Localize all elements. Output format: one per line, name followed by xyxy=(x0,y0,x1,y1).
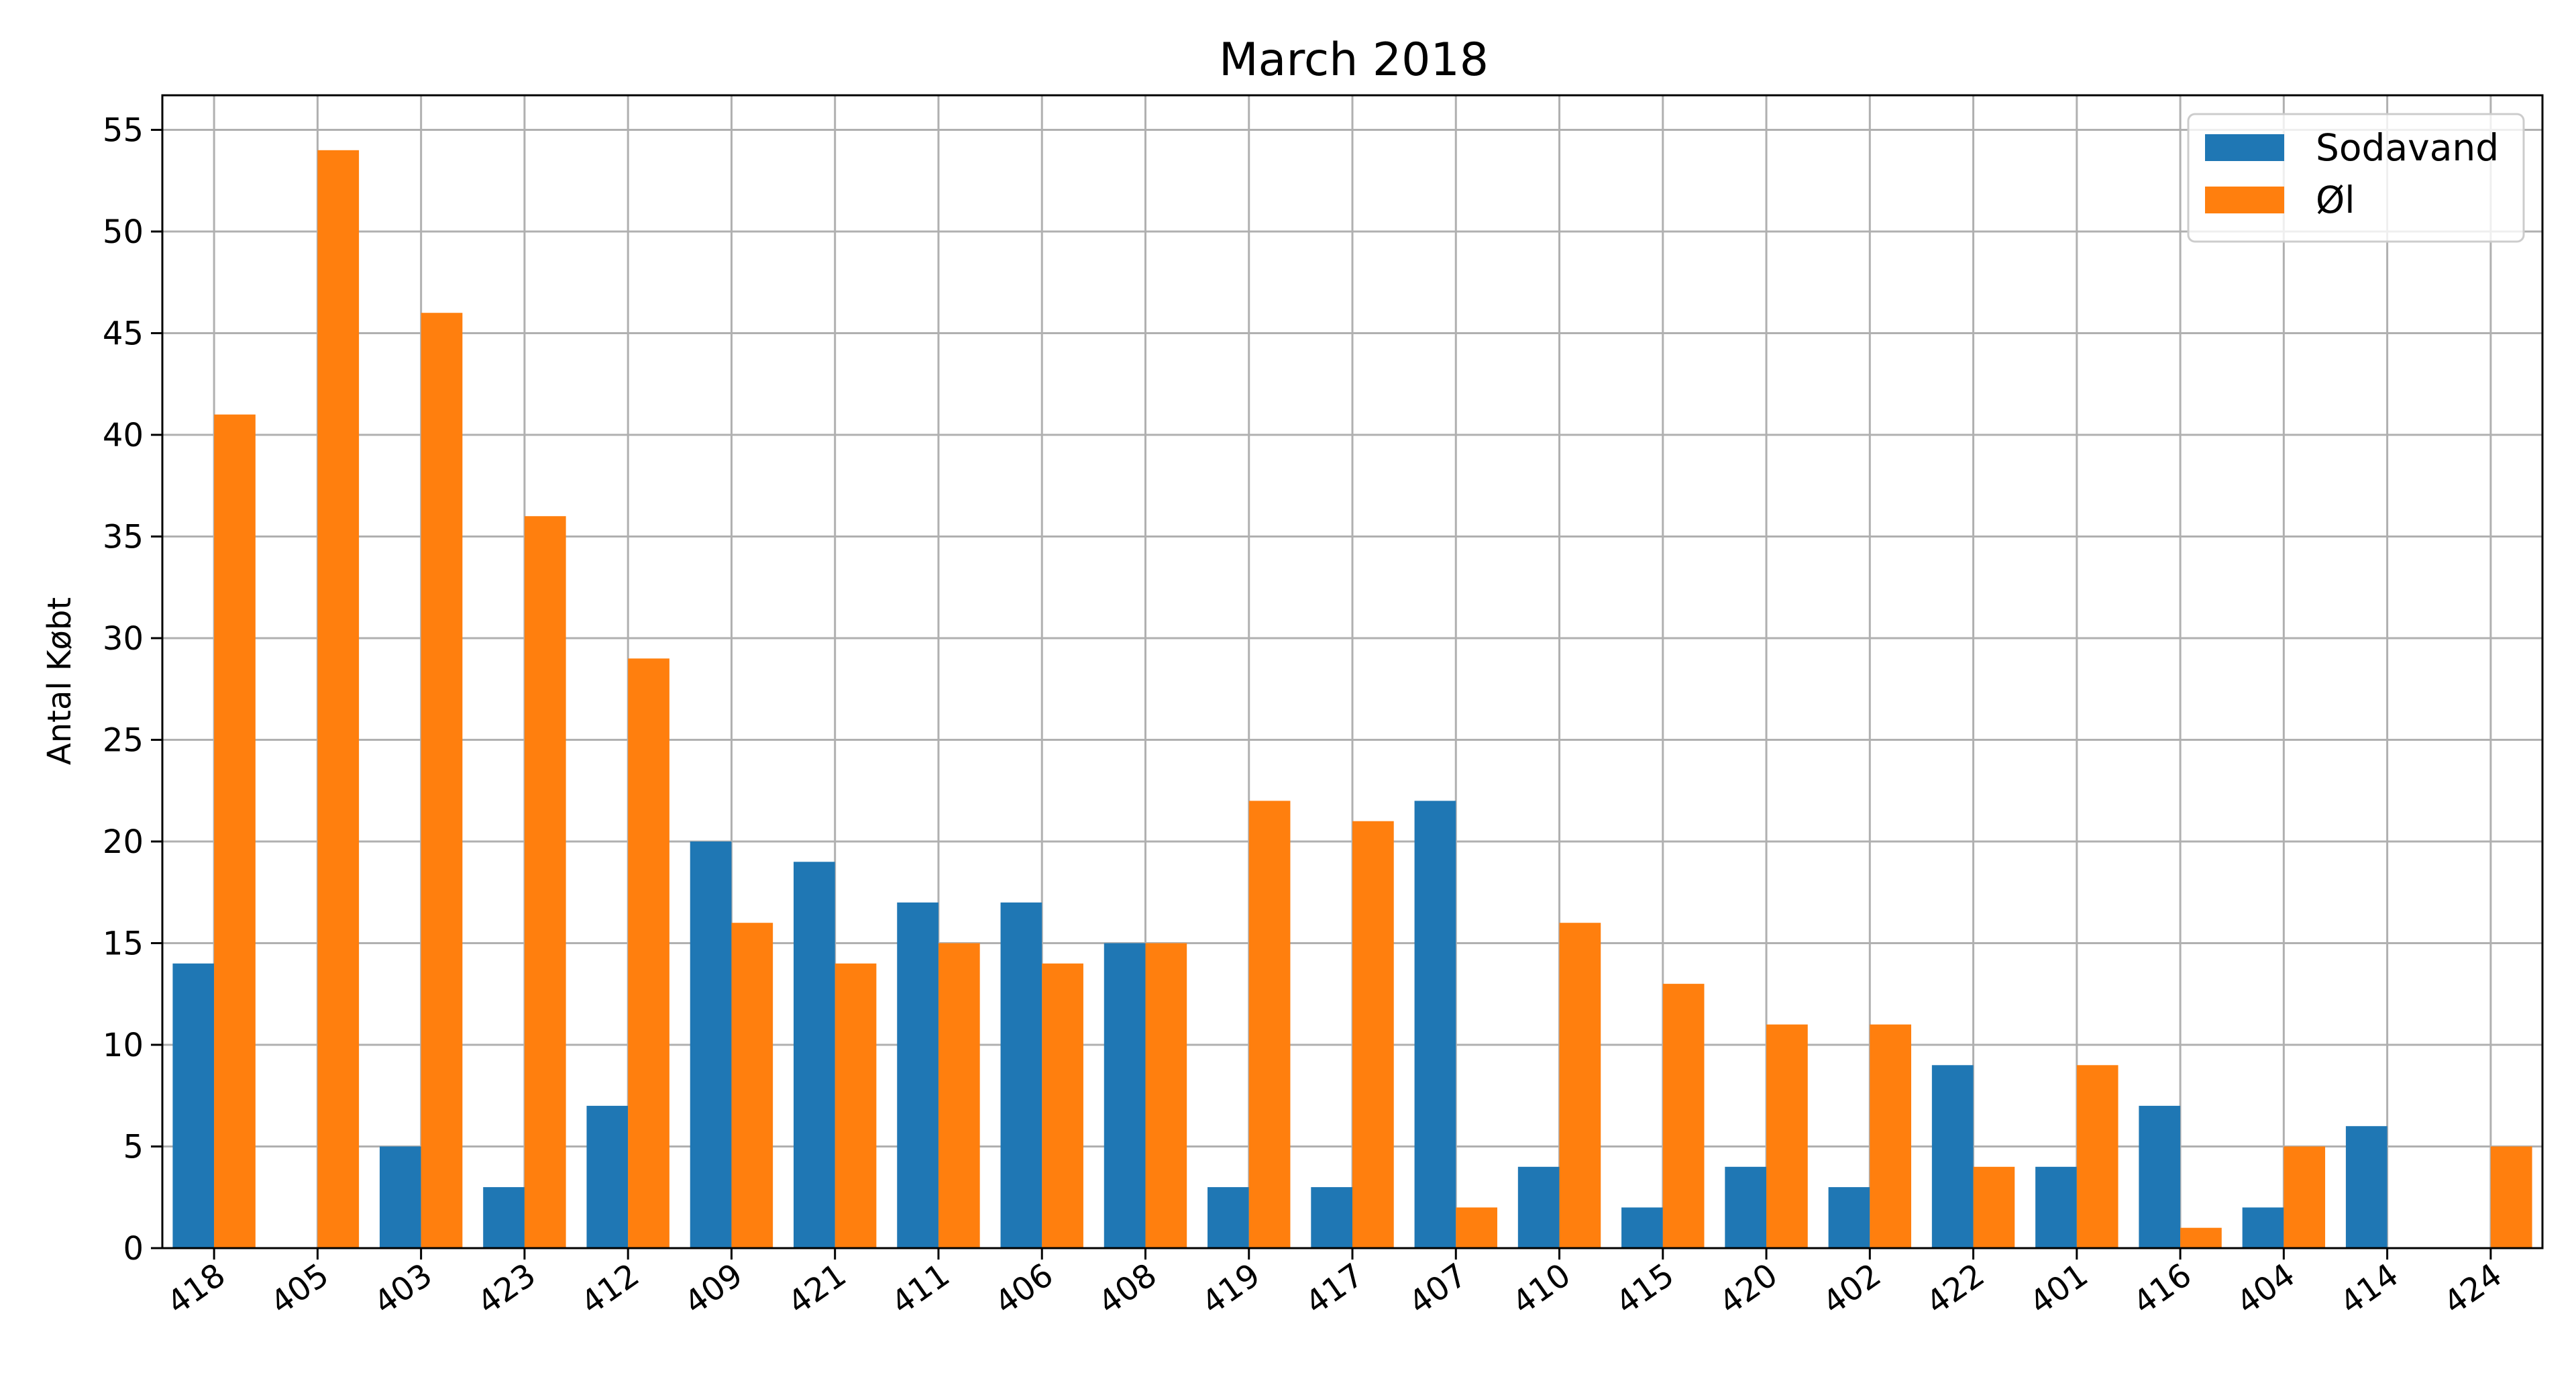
bar-Sodavand-420 xyxy=(1725,1166,1767,1248)
bar-Sodavand-409 xyxy=(690,841,732,1248)
bar-Sodavand-402 xyxy=(1828,1187,1870,1248)
bar-Sodavand-414 xyxy=(2345,1126,2387,1248)
bar-Sodavand-421 xyxy=(793,862,835,1248)
legend-label-Øl: Øl xyxy=(2316,178,2355,221)
bar-Øl-421 xyxy=(835,963,877,1248)
y-tick-label: 30 xyxy=(103,620,144,658)
bar-Sodavand-403 xyxy=(379,1146,421,1248)
y-tick-label: 55 xyxy=(103,112,144,150)
bar-Øl-407 xyxy=(1456,1207,1497,1248)
bars xyxy=(172,150,2532,1249)
bar-Sodavand-408 xyxy=(1104,943,1146,1248)
bar-Sodavand-419 xyxy=(1208,1187,1249,1248)
bar-Øl-408 xyxy=(1145,943,1187,1248)
y-tick-label: 20 xyxy=(103,823,144,861)
bar-Øl-411 xyxy=(938,943,980,1248)
bar-Øl-415 xyxy=(1662,984,1705,1248)
legend-swatch-Øl xyxy=(2205,187,2284,213)
bar-Øl-403 xyxy=(421,313,463,1248)
bar-Sodavand-407 xyxy=(1414,801,1456,1248)
bar-Øl-410 xyxy=(1559,923,1601,1248)
legend: Sodavand Øl xyxy=(2187,113,2525,243)
y-tick-label: 0 xyxy=(123,1230,144,1268)
y-tick-label: 10 xyxy=(103,1027,144,1064)
bar-Sodavand-406 xyxy=(1000,902,1042,1248)
bar-Øl-406 xyxy=(1042,963,1083,1248)
bar-Sodavand-401 xyxy=(2035,1166,2077,1248)
chart-title: March 2018 xyxy=(1219,34,1489,87)
bar-Øl-401 xyxy=(2076,1065,2118,1248)
bar-Øl-423 xyxy=(524,516,566,1249)
bar-Sodavand-411 xyxy=(897,902,938,1248)
bar-Øl-404 xyxy=(2284,1146,2326,1248)
bar-Øl-409 xyxy=(731,923,773,1248)
y-tick-label: 40 xyxy=(103,417,144,454)
y-axis-ticks: 0 5 10 15 20 25 30 35 40 45 50 55 xyxy=(103,112,162,1268)
bar-Sodavand-422 xyxy=(1931,1065,1974,1248)
bar-Øl-405 xyxy=(317,150,360,1248)
y-tick-label: 25 xyxy=(103,722,144,760)
bar-Sodavand-410 xyxy=(1517,1166,1560,1248)
bar-Sodavand-423 xyxy=(483,1187,525,1248)
bar-Sodavand-415 xyxy=(1621,1207,1663,1248)
y-tick-label: 15 xyxy=(103,925,144,963)
y-tick-label: 35 xyxy=(103,519,144,556)
bar-Øl-422 xyxy=(1973,1166,2015,1248)
bar-Øl-424 xyxy=(2490,1146,2532,1248)
bar-Sodavand-416 xyxy=(2139,1105,2181,1248)
y-tick-label: 5 xyxy=(123,1129,144,1166)
bar-Øl-402 xyxy=(1870,1024,1912,1248)
y-tick-label: 45 xyxy=(103,315,144,353)
bar-Øl-420 xyxy=(1766,1024,1808,1248)
bar-Øl-416 xyxy=(2180,1227,2222,1248)
bar-Øl-412 xyxy=(628,658,669,1248)
legend-swatch-Sodavand xyxy=(2205,134,2284,161)
bar-Sodavand-417 xyxy=(1311,1187,1352,1248)
bar-Sodavand-412 xyxy=(586,1105,629,1248)
bar-Sodavand-404 xyxy=(2242,1207,2284,1248)
bar-Øl-417 xyxy=(1352,821,1394,1248)
y-tick-label: 50 xyxy=(103,213,144,251)
bar-Sodavand-418 xyxy=(172,963,215,1248)
y-axis-label: Antal Købt xyxy=(41,597,78,765)
legend-label-Sodavand: Sodavand xyxy=(2316,126,2499,169)
bar-Øl-418 xyxy=(214,414,256,1248)
bar-Øl-419 xyxy=(1248,801,1291,1248)
